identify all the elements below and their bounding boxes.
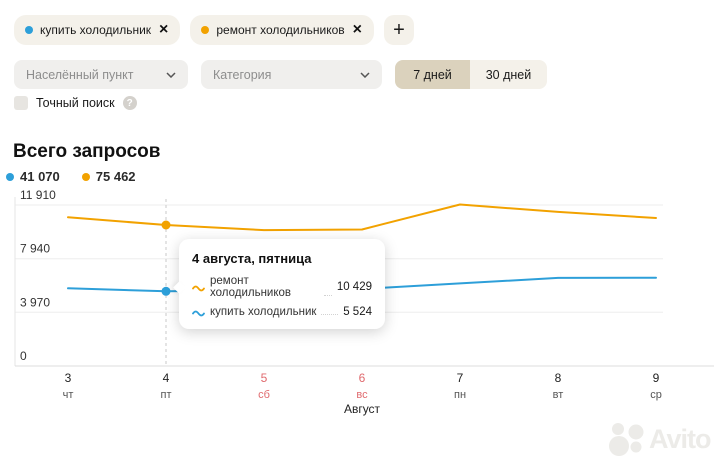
legend-total-value: 41 070 (20, 169, 60, 184)
help-icon[interactable]: ? (122, 96, 137, 110)
line-wave-icon (192, 285, 205, 291)
keyword-chips: купить холодильник × ремонт холодильнико… (14, 15, 414, 45)
dotted-leader (321, 314, 339, 315)
keyword-chip-label: ремонт холодильников (216, 23, 345, 37)
close-icon[interactable]: × (352, 21, 362, 38)
tooltip-series-label: ремонт холодильников (210, 275, 292, 299)
series-color-dot-orange (201, 26, 210, 34)
x-axis-weekday: пт (161, 389, 172, 401)
x-axis-weekday: сб (258, 389, 270, 401)
tooltip-row: купить холодильник 5 524 (192, 306, 372, 318)
chart-tooltip: 4 августа, пятница ремонт холодильников … (179, 239, 385, 329)
legend-dot-orange (81, 172, 90, 181)
exact-search-label: Точный поиск (36, 96, 115, 110)
tooltip-series-value: 5 524 (343, 306, 372, 318)
keyword-chip-label: купить холодильник (40, 23, 152, 37)
hover-marker (161, 220, 171, 230)
x-axis-weekday: вс (356, 389, 368, 401)
tooltip-series-label: купить холодильник (210, 306, 317, 318)
period-7-days[interactable]: 7 дней (395, 60, 470, 89)
watermark-text: Avito (649, 423, 711, 454)
page-title: Всего запросов (13, 141, 161, 162)
x-axis-weekday: пн (454, 389, 466, 401)
plus-icon: + (393, 18, 405, 41)
tooltip-series-value: 10 429 (336, 281, 372, 293)
line-wave-icon (192, 310, 205, 316)
x-axis-day-number: 6 (359, 371, 366, 385)
add-keyword-button[interactable]: + (384, 15, 414, 45)
x-axis-weekday: чт (63, 389, 74, 401)
tooltip-row: ремонт холодильников 10 429 (192, 275, 372, 299)
y-axis-tick-label: 3 970 (20, 295, 50, 309)
avito-watermark: Avito (606, 419, 711, 459)
location-select-placeholder: Населённый пункт (26, 67, 134, 82)
series-color-dot-blue (25, 26, 33, 34)
tooltip-date-title: 4 августа, пятница (192, 251, 312, 266)
period-30-days[interactable]: 30 дней (470, 60, 547, 89)
x-axis-day-number: 3 (65, 371, 72, 385)
exact-search-row: Точный поиск ? (14, 96, 137, 110)
x-axis-day-number: 4 (163, 371, 170, 385)
x-axis-day-number: 7 (457, 371, 464, 385)
totals-legend: 41 070 75 462 (6, 169, 136, 184)
category-select-placeholder: Категория (213, 67, 272, 82)
keyword-chip-remont: ремонт холодильников × (190, 15, 374, 45)
hover-marker (161, 286, 171, 296)
x-axis-day-number: 5 (261, 371, 268, 385)
y-axis-tick-label: 0 (20, 349, 27, 363)
dotted-leader (323, 295, 332, 296)
chevron-down-icon (360, 71, 370, 78)
x-axis-month-label: Август (344, 402, 381, 416)
chevron-down-icon (166, 71, 176, 78)
legend-item-blue: 41 070 (6, 169, 60, 184)
x-axis-weekday: вт (553, 389, 564, 401)
y-axis-tick-label: 11 910 (20, 188, 56, 202)
x-axis-weekday: ср (650, 389, 662, 401)
x-axis-day-number: 8 (555, 371, 562, 385)
x-axis-day-number: 9 (653, 371, 660, 385)
category-select[interactable]: Категория (201, 60, 382, 89)
series-line (67, 203, 657, 232)
avito-logo-icon (609, 423, 644, 456)
legend-dot-blue (6, 172, 14, 181)
keyword-chip-kupit: купить холодильник × (14, 15, 181, 45)
y-axis-tick-label: 7 940 (20, 242, 50, 256)
filter-controls: Населённый пункт Категория 7 дней 30 дне… (14, 60, 547, 89)
exact-search-checkbox[interactable] (14, 96, 28, 110)
legend-total-value: 75 462 (95, 169, 136, 184)
close-icon[interactable]: × (159, 21, 169, 38)
legend-item-orange: 75 462 (81, 169, 136, 184)
period-toggle: 7 дней 30 дней (395, 60, 547, 89)
location-select[interactable]: Населённый пункт (14, 60, 188, 89)
